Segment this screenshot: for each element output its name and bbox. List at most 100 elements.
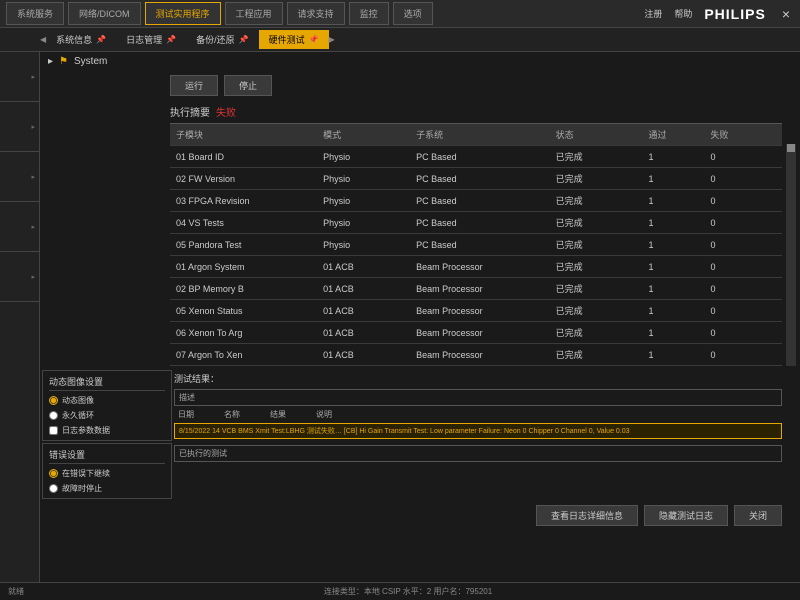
sidebar-slot[interactable] (0, 202, 39, 252)
table-header[interactable]: 模式 (317, 124, 410, 146)
topnav-tab-6[interactable]: 选项 (393, 2, 433, 25)
table-cell: 已完成 (550, 234, 643, 256)
table-cell: 06 Xenon To Arg (170, 322, 317, 344)
table-row[interactable]: 03 FPGA RevisionPhysioPC Based已完成10 (170, 190, 782, 212)
subtab-next-icon[interactable]: ▶ (329, 35, 335, 44)
view-log-button[interactable]: 查看日志详细信息 (536, 505, 638, 526)
table-cell: Beam Processor (410, 256, 549, 278)
subtab-0[interactable]: 系统信息📌 (46, 30, 116, 49)
pin-icon: 📌 (309, 35, 319, 44)
table-cell: PC Based (410, 190, 549, 212)
help-link[interactable]: 帮助 (674, 7, 692, 20)
subtab-1[interactable]: 日志管理📌 (116, 30, 186, 49)
table-cell: 05 Pandora Test (170, 234, 317, 256)
topnav-tab-1[interactable]: 网络/DICOM (68, 2, 141, 25)
table-cell: Beam Processor (410, 322, 549, 344)
topnav-tab-0[interactable]: 系统服务 (6, 2, 64, 25)
sidebar-slot[interactable] (0, 252, 39, 302)
errset-radio-1[interactable]: 在错误下继续 (49, 468, 165, 479)
subtab-3[interactable]: 硬件测试📌 (259, 30, 329, 49)
table-cell: 已完成 (550, 168, 643, 190)
log-entry[interactable]: 8/15/2022 14 VCB BMS Xmit Test:LBHG 测试失败… (174, 423, 782, 439)
table-cell: 1 (643, 212, 705, 234)
table-cell: 1 (643, 344, 705, 366)
scrollbar[interactable] (786, 144, 796, 366)
table-cell: 01 ACB (317, 300, 410, 322)
table-cell: Beam Processor (410, 300, 549, 322)
tree-root[interactable]: ▸ ⚑ System (40, 52, 800, 71)
table-header[interactable]: 失败 (704, 124, 782, 146)
sidebar-slot[interactable] (0, 152, 39, 202)
table-cell: 01 Argon System (170, 256, 317, 278)
close-icon[interactable]: × (778, 6, 794, 22)
table-row[interactable]: 05 Pandora TestPhysioPC Based已完成10 (170, 234, 782, 256)
table-row[interactable]: 01 Argon System01 ACBBeam Processor已完成10 (170, 256, 782, 278)
topnav-tab-5[interactable]: 监控 (349, 2, 389, 25)
table-row[interactable]: 01 Board IDPhysioPC Based已完成10 (170, 146, 782, 168)
top-navbar: 系统服务 网络/DICOM 测试实用程序 工程应用 请求支持 监控 选项 注册 … (0, 0, 800, 28)
close-button[interactable]: 关闭 (734, 505, 782, 526)
table-cell: Physio (317, 168, 410, 190)
left-sidebar (0, 52, 40, 582)
tree-root-label: System (74, 56, 107, 67)
topnav-tab-2[interactable]: 测试实用程序 (145, 2, 221, 25)
table-cell: 1 (643, 190, 705, 212)
table-header[interactable]: 通过 (643, 124, 705, 146)
dynimg-check[interactable]: 日志参数数据 (49, 425, 165, 436)
table-cell: PC Based (410, 212, 549, 234)
subtab-2[interactable]: 备份/还原📌 (186, 30, 258, 49)
table-cell: Physio (317, 212, 410, 234)
table-cell: 1 (643, 278, 705, 300)
brand-logo: PHILIPS (704, 6, 765, 22)
dynimg-radio-1[interactable]: 动态图像 (49, 395, 165, 406)
run-button[interactable]: 运行 (170, 75, 218, 96)
dynimg-radio-2[interactable]: 永久循环 (49, 410, 165, 421)
table-row[interactable]: 04 VS TestsPhysioPC Based已完成10 (170, 212, 782, 234)
table-cell: PC Based (410, 234, 549, 256)
sidebar-slot[interactable] (0, 102, 39, 152)
table-row[interactable]: 06 Xenon To Arg01 ACBBeam Processor已完成10 (170, 322, 782, 344)
table-cell: 0 (704, 278, 782, 300)
table-cell: 已完成 (550, 146, 643, 168)
table-cell: 0 (704, 300, 782, 322)
table-cell: 0 (704, 146, 782, 168)
hide-log-button[interactable]: 隐藏测试日志 (644, 505, 728, 526)
table-row[interactable]: 05 Xenon Status01 ACBBeam Processor已完成10 (170, 300, 782, 322)
table-cell: Physio (317, 234, 410, 256)
expand-icon[interactable]: ▸ (48, 56, 53, 67)
scrollbar-thumb[interactable] (787, 144, 795, 152)
table-cell: 03 FPGA Revision (170, 190, 317, 212)
table-header[interactable]: 子模块 (170, 124, 317, 146)
errset-radio-2[interactable]: 故障时停止 (49, 483, 165, 494)
table-header[interactable]: 子系统 (410, 124, 549, 146)
topnav-tab-3[interactable]: 工程应用 (225, 2, 283, 25)
table-cell: 已完成 (550, 212, 643, 234)
register-link[interactable]: 注册 (644, 7, 662, 20)
table-cell: 0 (704, 344, 782, 366)
table-cell: 01 ACB (317, 278, 410, 300)
table-cell: 01 ACB (317, 344, 410, 366)
table-cell: 1 (643, 146, 705, 168)
table-cell: 05 Xenon Status (170, 300, 317, 322)
topnav-tab-4[interactable]: 请求支持 (287, 2, 345, 25)
table-cell: 07 Argon To Xen (170, 344, 317, 366)
table-cell: Beam Processor (410, 344, 549, 366)
table-cell: PC Based (410, 146, 549, 168)
exec-summary-label: 执行摘要失败 (40, 100, 800, 123)
table-cell: 已完成 (550, 278, 643, 300)
table-cell: 1 (643, 234, 705, 256)
table-cell: 0 (704, 256, 782, 278)
log-header-row: 日期 名称 结果 说明 (174, 408, 782, 421)
table-row[interactable]: 02 FW VersionPhysioPC Based已完成10 (170, 168, 782, 190)
stop-button[interactable]: 停止 (224, 75, 272, 96)
sub-tabs: ◀ 系统信息📌 日志管理📌 备份/还原📌 硬件测试📌 ▶ (0, 28, 800, 52)
table-cell: 已完成 (550, 344, 643, 366)
sidebar-slot[interactable] (0, 52, 39, 102)
table-row[interactable]: 07 Argon To Xen01 ACBBeam Processor已完成10 (170, 344, 782, 366)
status-connection: 连接类型：本地 CSIP 水平：2 用户名：795201 (324, 586, 492, 597)
table-cell: Beam Processor (410, 278, 549, 300)
table-row[interactable]: 02 BP Memory B01 ACBBeam Processor已完成10 (170, 278, 782, 300)
table-cell: 02 BP Memory B (170, 278, 317, 300)
table-cell: Physio (317, 190, 410, 212)
table-header[interactable]: 状态 (550, 124, 643, 146)
